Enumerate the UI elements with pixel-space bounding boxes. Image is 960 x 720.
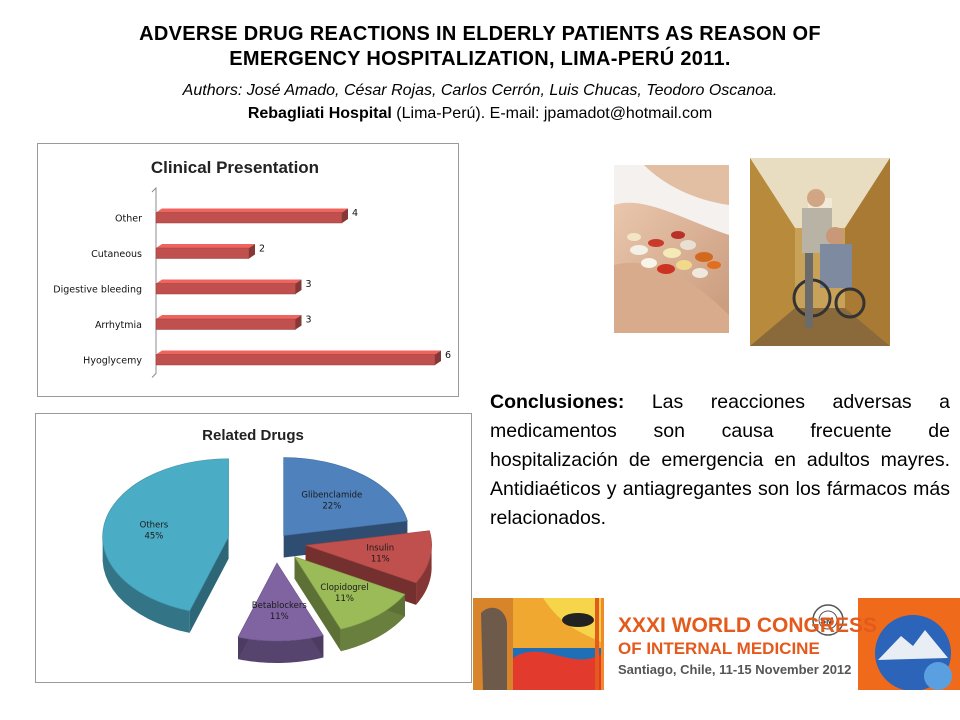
bar-cutaneous bbox=[155, 247, 250, 259]
congress-banner: SM XXXI WORLD CONGRESS OF INTERNAL MEDIC… bbox=[473, 598, 960, 691]
bar-top-face bbox=[156, 350, 441, 355]
bar-top-face bbox=[156, 244, 255, 248]
clinical-presentation-chart: Clinical Presentation Other 4 Cutaneous 2 Di… bbox=[37, 143, 459, 397]
category-label: Cutaneous bbox=[91, 249, 142, 260]
pie-cut-face bbox=[189, 536, 229, 633]
category-label: Hyoglycemy bbox=[83, 355, 142, 366]
pie-label-name: Glibenclamide bbox=[301, 490, 362, 500]
moai-icon bbox=[481, 607, 507, 690]
bar-end-face bbox=[249, 244, 255, 259]
elderly-patient-wheelchair-photo bbox=[750, 158, 890, 346]
bar-chart-title: Clinical Presentation bbox=[151, 158, 319, 177]
hat-icon bbox=[562, 613, 594, 627]
bar-top-face bbox=[156, 279, 302, 284]
pills-in-hands-photo bbox=[614, 165, 729, 333]
bar-chart-axis bbox=[151, 186, 157, 378]
bar-top-face bbox=[156, 208, 348, 213]
bar-end-face bbox=[295, 315, 302, 330]
bar-top-face bbox=[156, 315, 302, 319]
affiliation-details: (Lima-Perú). E-mail: jpamadot@hotmail.co… bbox=[391, 105, 713, 122]
value-label: 4 bbox=[352, 208, 358, 219]
pie-side-others bbox=[102, 539, 190, 633]
pie-side-betablockers bbox=[238, 635, 324, 663]
pie-slice-betablockers bbox=[237, 562, 324, 642]
poster-title: ADVERSE DRUG REACTIONS IN ELDERLY PATIEN… bbox=[0, 22, 960, 72]
pie-slice-others bbox=[102, 458, 229, 612]
bar-digestive-bleeding bbox=[155, 283, 296, 295]
society-seal-icon bbox=[812, 604, 844, 636]
bar-other bbox=[155, 212, 343, 224]
globe-icon bbox=[924, 662, 952, 690]
banner-line-3: Santiago, Chile, 11-15 November 2012 bbox=[618, 662, 851, 677]
hospital-name: Rebagliati Hospital bbox=[247, 105, 392, 122]
pie-chart-title: Related Drugs bbox=[202, 427, 304, 444]
bar-end-face bbox=[435, 350, 441, 365]
related-drugs-chart: Related Drugs Glibenclamide 22% Insulin 11%… bbox=[35, 413, 472, 683]
pie-label-percent: 22% bbox=[322, 501, 341, 511]
pie-label-percent: 11% bbox=[371, 555, 390, 565]
bar-end-face bbox=[295, 279, 302, 294]
pie-slice-clopidogrel bbox=[293, 556, 406, 630]
conclusion-paragraph: Conclusiones: Las reacciones adversas a … bbox=[490, 388, 950, 533]
svg-text:SM: SM bbox=[820, 616, 834, 626]
pie-label-name: Clopidogrel bbox=[320, 583, 368, 593]
affiliation-line: Rebagliati Hospital (Lima-Perú). E-mail:… bbox=[0, 105, 960, 123]
banner-line-2: OF INTERNAL MEDICINE bbox=[618, 639, 820, 658]
pie-label-percent: 45% bbox=[144, 531, 163, 541]
pie-chart-svg: Related Drugs Glibenclamide22%Insulin11%… bbox=[102, 427, 432, 663]
value-label: 2 bbox=[259, 243, 265, 254]
value-label: 3 bbox=[306, 279, 312, 290]
pie-slice-glibenclamide bbox=[283, 457, 408, 536]
pie-label-name: Others bbox=[140, 520, 169, 530]
pie-cut-face bbox=[294, 556, 341, 652]
pie-label-percent: 11% bbox=[270, 612, 289, 622]
conclusion-heading: Conclusiones: bbox=[490, 391, 625, 413]
conclusion-text: Las reacciones adversas a medicamentos s… bbox=[490, 391, 950, 529]
title-line-2: EMERGENCY HOSPITALIZATION, LIMA-PERÚ 201… bbox=[229, 48, 731, 70]
pie-label-name: Insulin bbox=[366, 544, 394, 554]
pie-label-percent: 11% bbox=[335, 594, 354, 604]
pie-side-insulin bbox=[416, 543, 432, 605]
pie-label-name: Betablockers bbox=[252, 601, 308, 611]
bar-chart-svg: Clinical Presentation Other 4 Cutaneous 2 Di… bbox=[53, 158, 451, 378]
value-label: 3 bbox=[306, 314, 312, 325]
bar-end-face bbox=[342, 208, 348, 223]
category-label: Arrhytmia bbox=[95, 320, 142, 331]
category-label: Digestive bleeding bbox=[53, 284, 142, 295]
authors-line: Authors: José Amado, César Rojas, Carlos… bbox=[182, 82, 778, 99]
banner-line-1: XXXI WORLD CONGRESS bbox=[618, 614, 877, 637]
category-label: Other bbox=[115, 213, 142, 224]
title-line-1: ADVERSE DRUG REACTIONS IN ELDERLY PATIEN… bbox=[139, 23, 821, 45]
pie-slice-insulin bbox=[305, 530, 432, 584]
value-label: 6 bbox=[445, 350, 451, 361]
bar-hyoglycemy bbox=[155, 354, 436, 366]
bar-arrhytmia bbox=[155, 318, 296, 330]
